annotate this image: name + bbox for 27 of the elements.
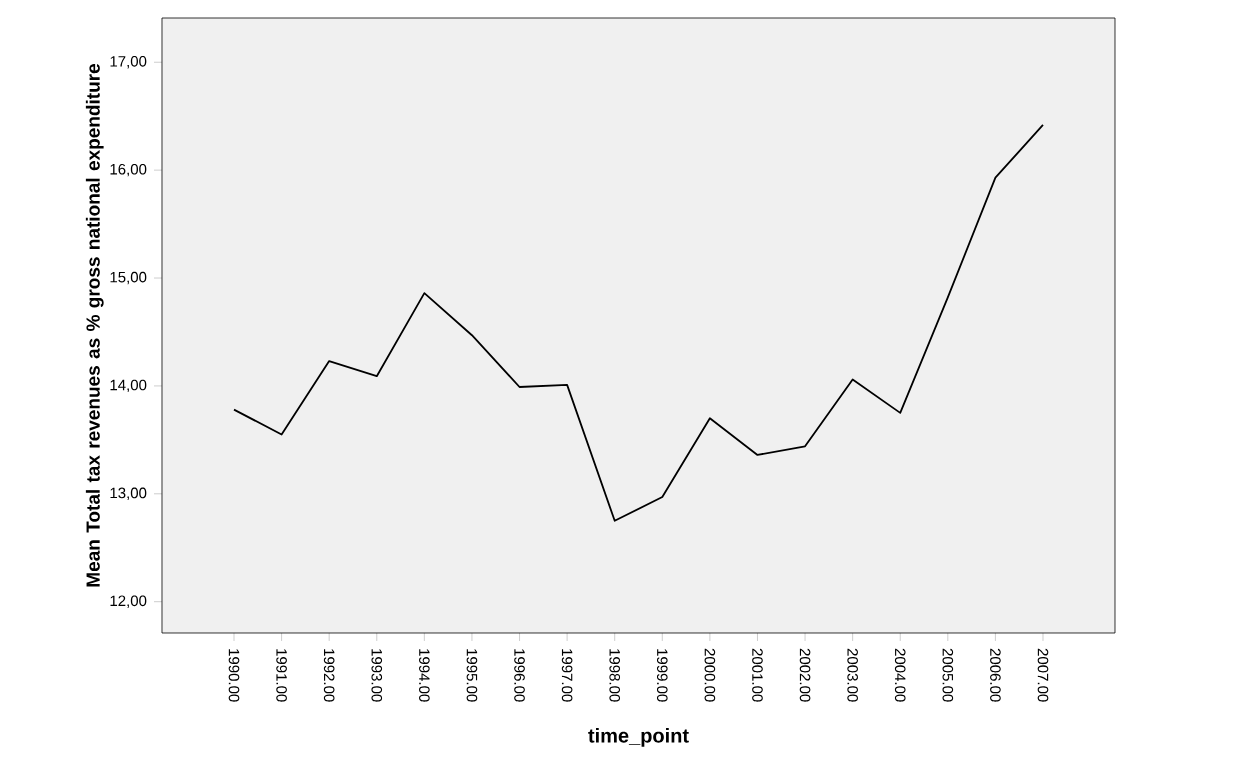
x-tick-label: 2001.00 (752, 648, 763, 702)
x-tick-label: 1994.00 (419, 649, 430, 702)
x-tick-label: 2004.00 (894, 648, 906, 702)
y-tick-label: 12,00 (110, 595, 147, 608)
y-tick-label: 13,00 (110, 487, 147, 500)
x-tick-label: 2002.00 (799, 648, 811, 702)
x-tick-label: 1999.00 (656, 649, 668, 702)
x-tick-label: 1993.00 (371, 649, 383, 702)
y-tick-label: 14,00 (110, 379, 147, 393)
y-tick-label: 15,00 (110, 271, 147, 285)
x-tick-label: 1998.00 (609, 649, 621, 702)
y-axis-title: Mean Total tax revenues as % gross national expenditure (85, 63, 104, 587)
x-tick-label: 1996.00 (514, 649, 525, 702)
x-tick-label: 1991.00 (276, 649, 287, 702)
x-tick-label: 1997.00 (561, 649, 573, 702)
line-series (233, 123, 1044, 522)
x-tick-label: 1995.00 (466, 649, 478, 702)
x-tick-label: 2006.00 (990, 648, 1001, 702)
x-tick-label: 2007.00 (1037, 648, 1049, 702)
x-tick-label: 2000.00 (704, 648, 716, 702)
x-tick-label: 1990.00 (228, 649, 240, 702)
x-tick-label: 2003.00 (847, 648, 858, 702)
y-tick-label: 17,00 (110, 56, 147, 69)
x-tick-label: 2005.00 (942, 648, 954, 702)
x-tick-label: 1992.00 (323, 649, 335, 702)
y-tick-label: 16,00 (110, 163, 147, 177)
x-axis-title: time_point (588, 728, 689, 747)
